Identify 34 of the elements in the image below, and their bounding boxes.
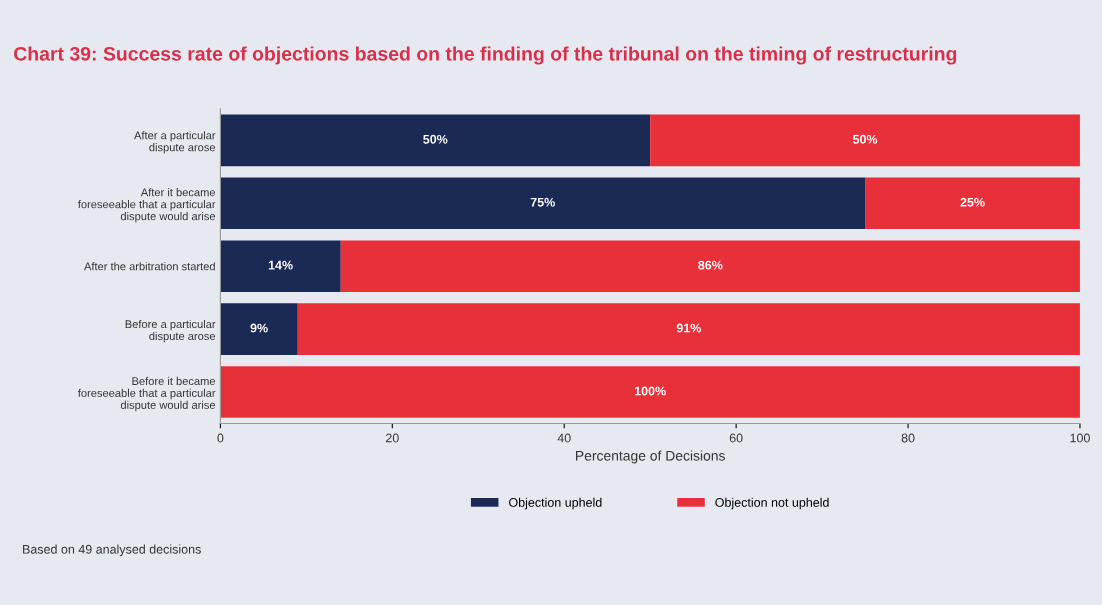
- data-label: 14%: [268, 260, 293, 270]
- bar: [220, 114, 651, 167]
- text: Based on 49 analysed decisions: [23, 544, 201, 557]
- x-tick-label: 20: [385, 433, 399, 443]
- legend-label: Objection not upheld: [715, 497, 829, 510]
- data-label: 25%: [960, 197, 985, 207]
- y-tick-label: After it became foreseeable that a particular dispute would arise: [77, 188, 216, 223]
- data-label: 75%: [530, 197, 555, 207]
- y-tick-label: Before it became foreseeable that a particular dispute would arise: [77, 376, 216, 412]
- x-axis-title: Percentage of Decisions: [576, 450, 725, 464]
- legend-label: Objection upheld: [509, 497, 602, 510]
- x-tick-label: 0: [217, 433, 224, 443]
- data-label: 50%: [852, 134, 878, 144]
- bar: [865, 177, 1080, 230]
- bar: [297, 303, 1080, 355]
- x-tick-label: 60: [729, 433, 743, 443]
- data-label: 86%: [698, 260, 723, 270]
- y-tick-label: After a particular dispute arose: [134, 131, 216, 154]
- y-tick-label: Before a particular dispute arose: [125, 319, 216, 343]
- bar: [220, 303, 298, 355]
- chart-title: Chart 39: Success rate of objections based on the finding of the tribunal on the timing of restructuring: [14, 46, 957, 65]
- bar: [220, 240, 341, 292]
- y-tick-label: After the arbitration started: [84, 262, 215, 271]
- data-label: 100%: [634, 386, 666, 396]
- bar: [340, 240, 1080, 292]
- x-tick-label: 40: [557, 433, 571, 443]
- x-tick-label: 100: [1070, 433, 1090, 443]
- bar: [650, 114, 1080, 167]
- data-label: 50%: [423, 134, 448, 144]
- x-tick-label: 80: [901, 433, 915, 443]
- bar: [220, 366, 1080, 418]
- data-label: 91%: [676, 323, 702, 333]
- data-label: 9%: [250, 323, 268, 333]
- bar: [220, 177, 866, 230]
